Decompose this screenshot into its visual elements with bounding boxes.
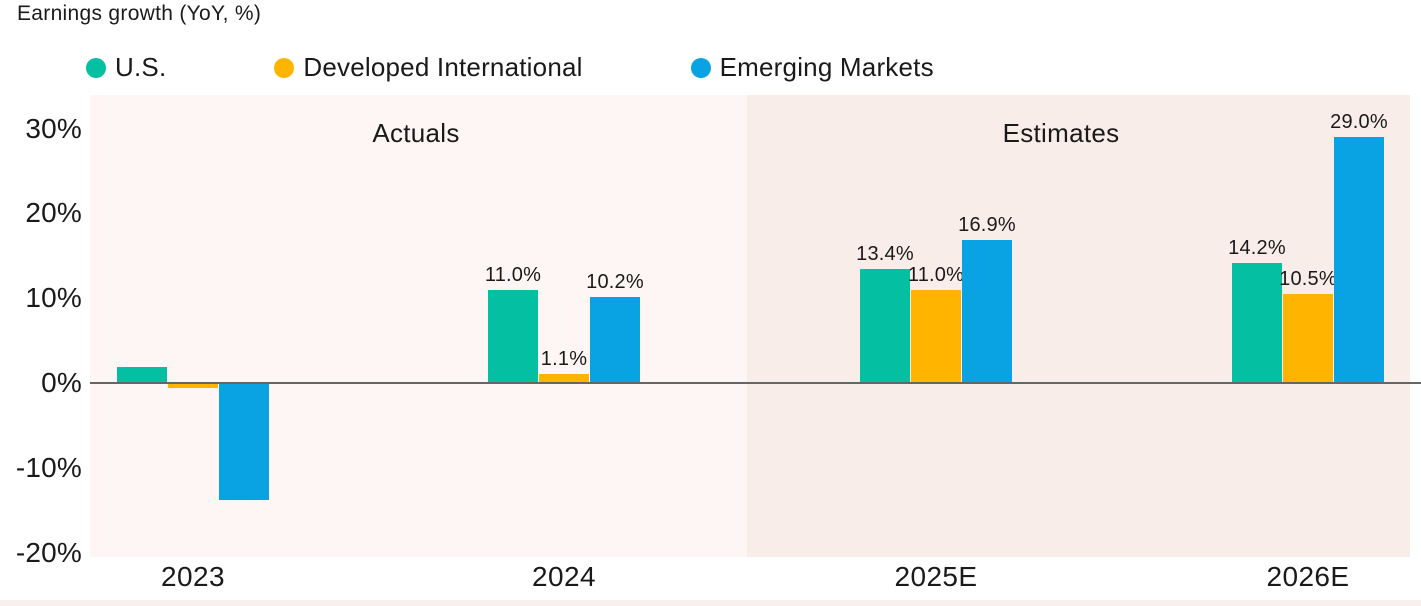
bar-value-label-2026e-emerging-markets: 29.0% <box>1330 111 1388 134</box>
y-tick-label--10: -10% <box>15 451 82 483</box>
legend-label-developed-international: Developed International <box>303 52 583 82</box>
y-tick-label-30: 30% <box>25 112 82 144</box>
bar-2024-emerging-markets <box>590 296 640 383</box>
legend: U.S. Developed International Emerging Mark… <box>86 52 934 83</box>
bar-2023-emerging-markets <box>219 383 269 501</box>
legend-item-developed-international: Developed International <box>274 52 582 83</box>
section-label-estimates: Estimates <box>1002 118 1120 148</box>
bar-value-label-2025e-u-s: 13.4% <box>856 243 914 266</box>
legend-dot-developed-international-icon <box>274 57 295 78</box>
bar-value-label-2025e-developed-international: 11.0% <box>907 263 965 286</box>
bar-value-label-2024-u-s: 11.0% <box>484 263 542 286</box>
bar-2024-developed-international <box>539 373 589 383</box>
bar-2026e-developed-international <box>1283 293 1333 383</box>
section-label-actuals: Actuals <box>372 118 460 148</box>
x-axis-label-2024: 2024 <box>532 561 596 592</box>
bar-2023-u-s <box>117 366 167 383</box>
y-tick-label-20: 20% <box>25 197 82 229</box>
y-tick-label--20: -20% <box>15 536 82 568</box>
x-axis-label-2026e: 2026E <box>1266 561 1350 592</box>
y-tick-label-0: 0% <box>41 367 82 398</box>
bar-value-label-2025e-emerging-markets: 16.9% <box>958 213 1016 236</box>
x-axis-label-2025e: 2025E <box>894 561 978 592</box>
zero-axis-line <box>90 382 1421 384</box>
legend-item-u-s: U.S. <box>86 52 166 83</box>
bar-value-label-2024-developed-international: 1.1% <box>540 347 588 370</box>
legend-label-emerging-markets: Emerging Markets <box>719 52 934 82</box>
bar-2025e-developed-international <box>911 289 961 383</box>
legend-item-emerging-markets: Emerging Markets <box>690 52 934 83</box>
bar-2023-developed-international <box>168 383 218 389</box>
chart-title: Earnings growth (YoY, %) <box>17 2 262 25</box>
legend-dot-u-s-icon <box>86 57 106 78</box>
x-axis-label-2023: 2023 <box>161 561 225 592</box>
bar-2025e-u-s <box>860 269 910 383</box>
y-tick-label-10: 10% <box>25 282 82 314</box>
footer-strip <box>0 600 1421 606</box>
bar-value-label-2026e-developed-international: 10.5% <box>1279 267 1337 290</box>
actuals-section-background <box>90 95 747 557</box>
bar-2025e-emerging-markets <box>962 239 1012 383</box>
bar-value-label-2024-emerging-markets: 10.2% <box>586 270 644 293</box>
bar-2026e-emerging-markets <box>1334 137 1384 383</box>
bar-value-label-2026e-u-s: 14.2% <box>1228 236 1286 259</box>
legend-dot-emerging-markets-icon <box>690 57 711 78</box>
bar-2026e-u-s <box>1232 262 1282 383</box>
legend-label-u-s: U.S. <box>115 52 167 82</box>
bar-2024-u-s <box>488 289 538 383</box>
